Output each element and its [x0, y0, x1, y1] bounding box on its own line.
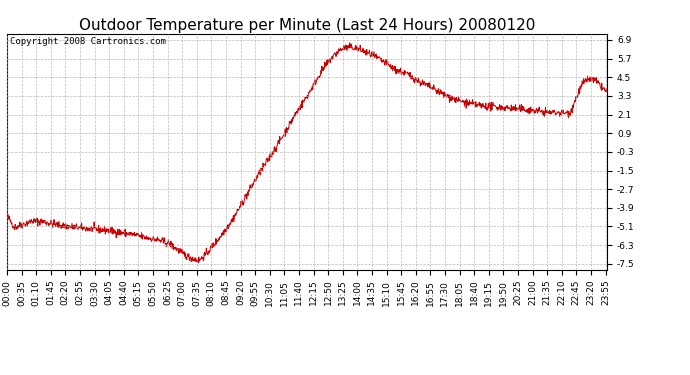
Title: Outdoor Temperature per Minute (Last 24 Hours) 20080120: Outdoor Temperature per Minute (Last 24 … — [79, 18, 535, 33]
Text: Copyright 2008 Cartronics.com: Copyright 2008 Cartronics.com — [10, 37, 166, 46]
